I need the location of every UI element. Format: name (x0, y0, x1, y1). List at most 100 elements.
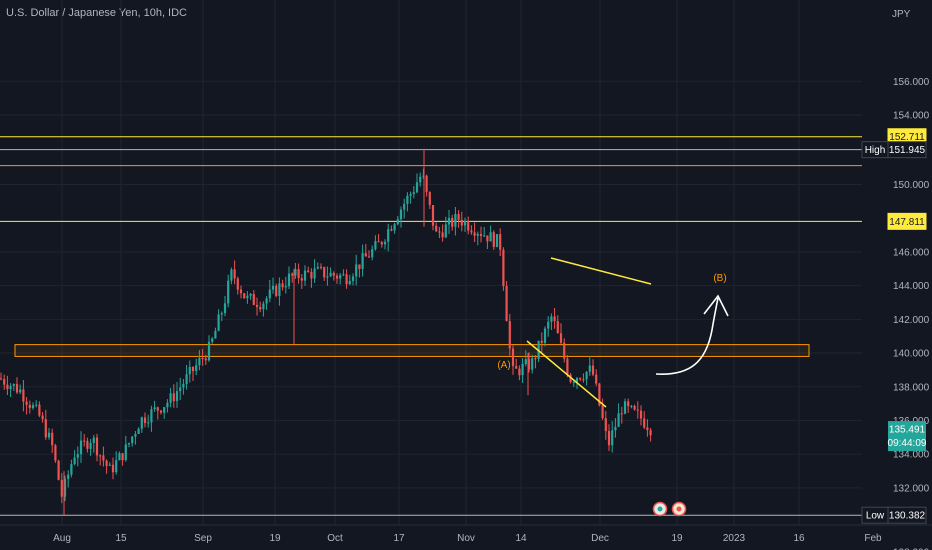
candle-body (499, 234, 502, 250)
candle-body (377, 241, 380, 243)
candle-body (435, 225, 438, 232)
candle-body (486, 235, 489, 242)
candle-body (457, 214, 460, 220)
candle-body (188, 366, 191, 375)
candle-body (89, 442, 92, 449)
resistance-zone-box (14, 344, 810, 357)
candle-body (598, 383, 601, 406)
candle-body (310, 271, 313, 279)
candle-body (239, 289, 243, 294)
candle-body (19, 389, 22, 393)
lower-trendline (526, 340, 607, 408)
candle-body (454, 214, 457, 227)
candle-body (60, 479, 63, 497)
candle-body (227, 280, 230, 304)
candle-body (121, 453, 124, 461)
candle-body (127, 443, 131, 445)
candle-body (476, 233, 479, 236)
candle-body (153, 407, 156, 410)
candle-body (566, 358, 569, 375)
grid (0, 0, 874, 525)
wave-label-a: (A) (497, 360, 510, 371)
candle-body (527, 359, 531, 370)
price-tag-value: 147.811 (889, 217, 925, 228)
candle-body (207, 341, 211, 361)
candle-body (201, 358, 204, 360)
candle-body (428, 191, 431, 205)
candle-body (492, 232, 495, 248)
candle-body (134, 434, 137, 437)
candle-body (591, 365, 595, 375)
event-icons (652, 501, 687, 517)
candle-body (131, 436, 134, 444)
candle-body (383, 241, 387, 245)
candle-body (556, 321, 559, 334)
candle-body (547, 321, 550, 329)
event-icon-center (676, 506, 682, 512)
candle-body (217, 314, 220, 331)
time-tick-label: 14 (515, 533, 527, 544)
candle-body (143, 417, 147, 424)
candle-body (620, 413, 623, 415)
candle-body (0, 378, 3, 380)
candle-body (595, 374, 598, 384)
candle-body (614, 426, 617, 431)
time-axis: Aug 15 Sep 19 Oct 17 Nov 14 Dec 19 2023 16 Feb (0, 524, 932, 544)
price-tag-prefix: Low (866, 511, 885, 522)
price-tick-label: 156.000 (893, 77, 930, 88)
candle-body (540, 340, 543, 343)
candle-body (521, 363, 524, 376)
candle-body (451, 217, 454, 227)
candle-body (262, 303, 265, 310)
candle-body (611, 430, 614, 446)
candle-body (371, 249, 374, 258)
candle-body (495, 234, 499, 248)
candle-body (44, 419, 47, 438)
candle-body (169, 393, 172, 403)
candle-body (307, 270, 310, 272)
candle-body (575, 378, 579, 382)
candle-body (345, 274, 348, 285)
candle-body (105, 460, 108, 466)
candle-body (22, 389, 25, 402)
candle-body (588, 365, 591, 372)
candle-body (259, 307, 262, 310)
candle-body (163, 407, 166, 413)
candle-body (25, 401, 28, 405)
candle-body (252, 293, 255, 305)
candle-body (518, 368, 521, 376)
candle-body (636, 409, 639, 411)
candle-body (585, 371, 588, 380)
candle-body (399, 209, 403, 220)
candle-body (511, 348, 515, 366)
candle-body (92, 437, 95, 443)
candle-body (342, 274, 345, 276)
candle-body (550, 316, 553, 322)
candle-body (268, 289, 271, 299)
candle-body (95, 437, 99, 456)
candle-body (348, 280, 351, 285)
candle-body (246, 295, 249, 299)
current-price-value: 135.491 (889, 425, 926, 436)
candle-body (9, 385, 12, 390)
price-tag-value: 152.711 (889, 132, 925, 143)
candle-body (86, 440, 89, 449)
candle-body (627, 401, 630, 407)
candle-body (294, 269, 297, 276)
candle-body (438, 231, 441, 233)
candle-body (572, 381, 575, 383)
price-tag-value: 151.945 (889, 145, 926, 156)
price-tag-prefix: High (865, 145, 886, 156)
candle-body (447, 217, 451, 225)
candle-body (649, 430, 652, 436)
candle-body (579, 378, 582, 380)
candle-body (601, 405, 604, 419)
wave-labels: (A)(B)(C) (497, 273, 879, 482)
wave-label-b: (B) (713, 273, 726, 284)
time-tick-label: 2023 (723, 533, 746, 544)
candle-body (431, 204, 435, 226)
candle-body (473, 232, 476, 236)
price-tick-label: 144.000 (893, 281, 930, 292)
